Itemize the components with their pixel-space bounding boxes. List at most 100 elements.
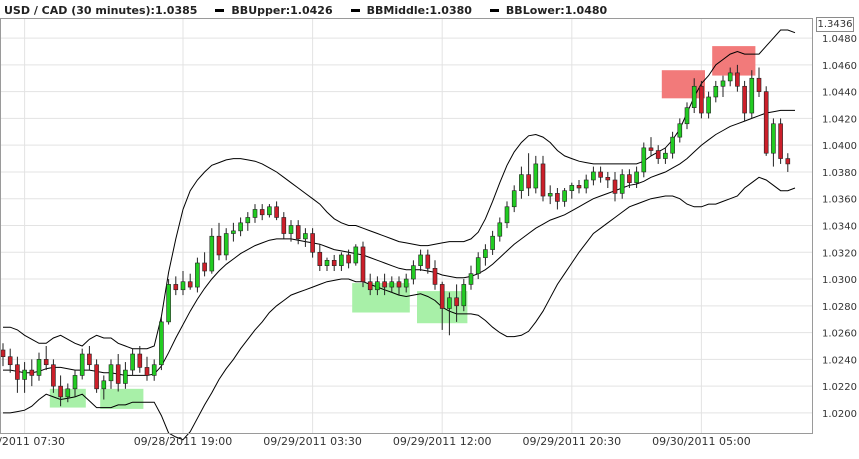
candle-body-up <box>490 235 495 250</box>
candle-body-up <box>468 273 474 285</box>
candle-body-up <box>519 174 524 191</box>
candle <box>648 137 654 156</box>
candle-body-down <box>115 364 121 384</box>
legend-lower: BBLower:1.0480 <box>489 4 607 17</box>
candle-body-up <box>252 209 258 218</box>
candle-body-down <box>454 297 459 307</box>
candle <box>396 276 402 296</box>
candle-body-down <box>425 254 431 269</box>
candle <box>144 356 150 381</box>
candle <box>454 284 459 322</box>
candle-body-up <box>22 369 27 380</box>
highlight-box-green <box>100 388 144 409</box>
candle-body-down <box>598 171 603 178</box>
candle-body-up <box>497 222 503 237</box>
candle <box>367 273 373 296</box>
candle-body-down <box>778 123 783 159</box>
candle-body-up <box>727 72 733 82</box>
candle <box>209 228 215 274</box>
candle <box>425 249 431 274</box>
candle <box>295 220 301 245</box>
legend-middle-swatch <box>350 8 360 12</box>
candle <box>519 166 524 199</box>
candle-body-down <box>439 284 445 309</box>
candle-body-up <box>72 375 78 390</box>
candle-body-down <box>58 385 63 398</box>
x-tick-label: 09/28/2011 19:00 <box>134 435 233 448</box>
legend-upper-swatch <box>215 8 225 12</box>
candle-body-down <box>144 367 150 376</box>
candle-body-down <box>360 246 366 283</box>
candle-body-down <box>785 158 791 165</box>
candle-body-up <box>749 77 755 114</box>
last-price-label: 1.3436 <box>816 17 854 32</box>
candle <box>274 201 279 221</box>
y-tick-label: 1.0400 <box>822 141 857 152</box>
candle <box>216 222 222 261</box>
candle <box>339 252 344 272</box>
candle <box>490 230 495 255</box>
candle <box>468 265 474 290</box>
candle-body-up <box>670 136 675 154</box>
candle <box>324 257 330 272</box>
candle <box>245 212 251 231</box>
candle-body-up <box>504 206 510 224</box>
candle-body-up <box>533 163 539 189</box>
candle <box>720 75 726 97</box>
y-tick-label: 1.0220 <box>822 382 857 393</box>
candle <box>252 204 258 223</box>
candle-body-up <box>36 359 42 376</box>
candle-body-up <box>159 321 164 366</box>
candle <box>763 86 769 156</box>
candle <box>699 80 704 119</box>
candle <box>605 171 611 189</box>
candle <box>555 188 560 210</box>
candle <box>411 260 416 285</box>
candle <box>303 228 308 247</box>
highlight-box-red <box>712 46 756 76</box>
candles <box>0 64 791 407</box>
candle <box>346 249 351 269</box>
candle-body-up <box>238 222 243 232</box>
x-tick-label: 09/29/2011 12:00 <box>393 435 492 448</box>
candle <box>627 169 632 189</box>
candle-body-up <box>641 147 647 173</box>
candle <box>540 155 546 202</box>
candle-body-up <box>288 225 294 234</box>
candle <box>655 145 661 164</box>
legend-upper-label: BBUpper:1.0426 <box>231 3 333 17</box>
candle <box>612 171 618 202</box>
candle-body-down <box>576 185 582 189</box>
candle <box>195 257 200 293</box>
x-tick-label: 09/30/2011 05:00 <box>652 435 751 448</box>
candle <box>670 131 675 159</box>
candle-body-down <box>94 364 99 390</box>
candle <box>706 91 711 119</box>
legend-middle-label: BBMiddle:1.0380 <box>366 3 472 17</box>
candle <box>389 276 395 293</box>
candle-body-down <box>274 206 279 218</box>
candle <box>742 80 747 122</box>
candle-body-down <box>742 85 747 114</box>
candle-body-up <box>483 249 488 258</box>
candle-body-up <box>180 281 186 291</box>
candle <box>94 359 99 393</box>
candle <box>641 142 647 178</box>
candle <box>447 292 452 336</box>
candle-body-up <box>130 353 135 371</box>
candle-body-down <box>331 260 337 266</box>
candle <box>317 244 323 272</box>
candle-body-up <box>101 380 107 390</box>
x-tick-label: 28/2011 07:30 <box>0 435 65 448</box>
candle-body-down <box>763 91 769 154</box>
chart-legend: USD / CAD (30 minutes):1.0385 BBUpper:1.… <box>4 2 625 18</box>
y-tick-label: 1.0480 <box>822 34 857 45</box>
candle-body-down <box>648 147 654 151</box>
candle <box>756 67 762 97</box>
candle-body-up <box>461 284 467 307</box>
candle-body-up <box>706 96 711 114</box>
candle-body-down <box>295 225 301 240</box>
candle <box>403 273 409 293</box>
